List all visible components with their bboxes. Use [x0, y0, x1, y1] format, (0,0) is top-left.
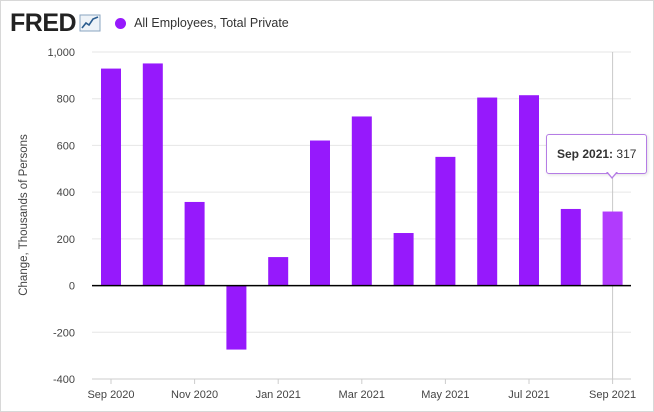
bar-jul-2021[interactable] — [519, 95, 539, 286]
y-tick-label: -400 — [53, 374, 75, 386]
y-tick-label: 200 — [57, 234, 75, 246]
y-tick-label: 400 — [57, 187, 75, 199]
x-tick-label: Sep 2020 — [87, 389, 134, 401]
bar-sep-2020[interactable] — [101, 68, 121, 286]
y-tick-label: 0 — [69, 281, 75, 293]
y-tick-label: 600 — [57, 140, 75, 152]
x-tick-label: Jul 2021 — [508, 389, 550, 401]
bar-jun-2021[interactable] — [477, 97, 498, 286]
x-tick-label: Nov 2020 — [171, 389, 218, 401]
tooltip-value: 317 — [616, 147, 637, 161]
bar-mar-2021[interactable] — [351, 116, 372, 286]
bar-jan-2021[interactable] — [268, 257, 289, 286]
y-tick-label: 800 — [57, 94, 75, 106]
bars — [101, 63, 623, 350]
bar-aug-2021[interactable] — [560, 208, 581, 286]
x-tick-label: Jan 2021 — [256, 389, 301, 401]
axes: -400 -200 0 200 400 600 800 1,000 Sep 2020 Nov 20… — [47, 47, 636, 401]
legend-label[interactable]: All Employees, Total Private — [134, 16, 289, 30]
bar-oct-2020[interactable] — [142, 63, 163, 286]
chart-header: FRED All Employees, Total Private — [10, 10, 289, 36]
bar-nov-2020[interactable] — [184, 201, 205, 286]
tooltip-arrow-fill — [607, 171, 617, 177]
tooltip-date: Sep 2021 — [557, 147, 610, 161]
x-tick-label: May 2021 — [421, 389, 469, 401]
y-tick-label: -200 — [53, 327, 75, 339]
bar-dec-2020[interactable] — [226, 285, 247, 350]
y-axis-title: Change, Thousands of Persons — [18, 134, 30, 296]
x-tick-label: Sep 2021 — [589, 389, 636, 401]
bar-feb-2021[interactable] — [310, 140, 330, 286]
bar-sep-2021[interactable] — [602, 211, 623, 286]
y-tick-label: 1,000 — [47, 47, 75, 59]
value-tooltip: Sep 2021: 317 — [546, 134, 648, 174]
bar-may-2021[interactable] — [435, 156, 456, 286]
chart-line-icon — [79, 14, 101, 32]
bar-apr-2021[interactable] — [393, 233, 414, 286]
x-tick-label: Mar 2021 — [339, 389, 385, 401]
legend-marker[interactable] — [115, 17, 127, 29]
fred-logo[interactable]: FRED — [10, 9, 77, 37]
